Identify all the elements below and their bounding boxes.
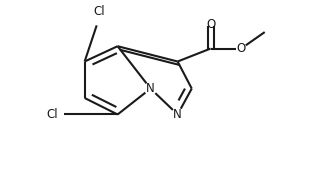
Text: N: N xyxy=(173,108,182,121)
Text: O: O xyxy=(236,42,246,55)
Text: N: N xyxy=(146,82,155,95)
Text: Cl: Cl xyxy=(93,5,105,18)
Text: Cl: Cl xyxy=(46,108,58,121)
Text: O: O xyxy=(206,18,215,31)
